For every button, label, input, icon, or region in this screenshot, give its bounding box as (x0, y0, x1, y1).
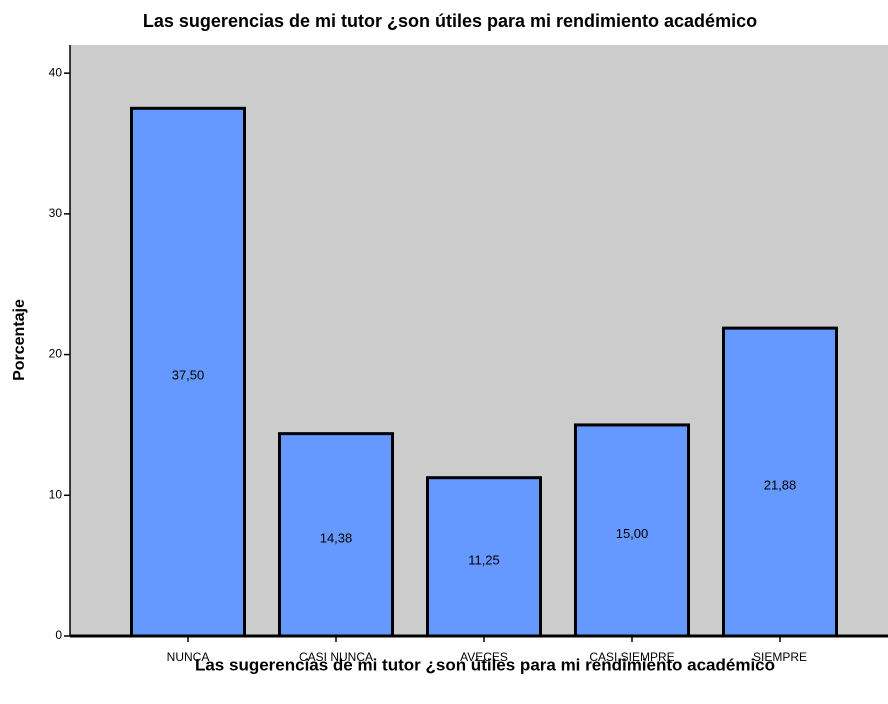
y-tick-label: 10 (49, 487, 63, 501)
x-tick-label: SIEMPRE (753, 650, 807, 664)
y-tick-label: 0 (55, 628, 62, 642)
x-axis-label: Las sugerencias de mi tutor ¿son útiles … (195, 655, 775, 674)
x-tick-label: NUNCA (167, 650, 210, 664)
x-tick-label: AVECES (460, 650, 508, 664)
chart-title: Las sugerencias de mi tutor ¿son útiles … (143, 11, 757, 31)
x-tick-label: CASI SIEMPRE (589, 650, 674, 664)
value-label: 11,25 (468, 552, 500, 567)
x-tick-label: CASI NUNCA (299, 650, 373, 664)
bar (278, 432, 394, 638)
value-label: 21,88 (764, 477, 797, 492)
y-axis-label: Porcentaje (11, 299, 28, 381)
value-label: 15,00 (616, 526, 649, 541)
y-tick-label: 30 (49, 206, 63, 220)
value-label: 37,50 (172, 368, 205, 383)
bar (574, 423, 690, 638)
y-tick-label: 40 (49, 65, 63, 79)
bar (722, 326, 838, 638)
value-label: 14,38 (320, 530, 353, 545)
y-tick-label: 20 (49, 347, 63, 361)
